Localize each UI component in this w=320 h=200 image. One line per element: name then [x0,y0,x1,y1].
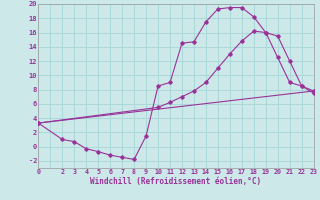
X-axis label: Windchill (Refroidissement éolien,°C): Windchill (Refroidissement éolien,°C) [91,177,261,186]
